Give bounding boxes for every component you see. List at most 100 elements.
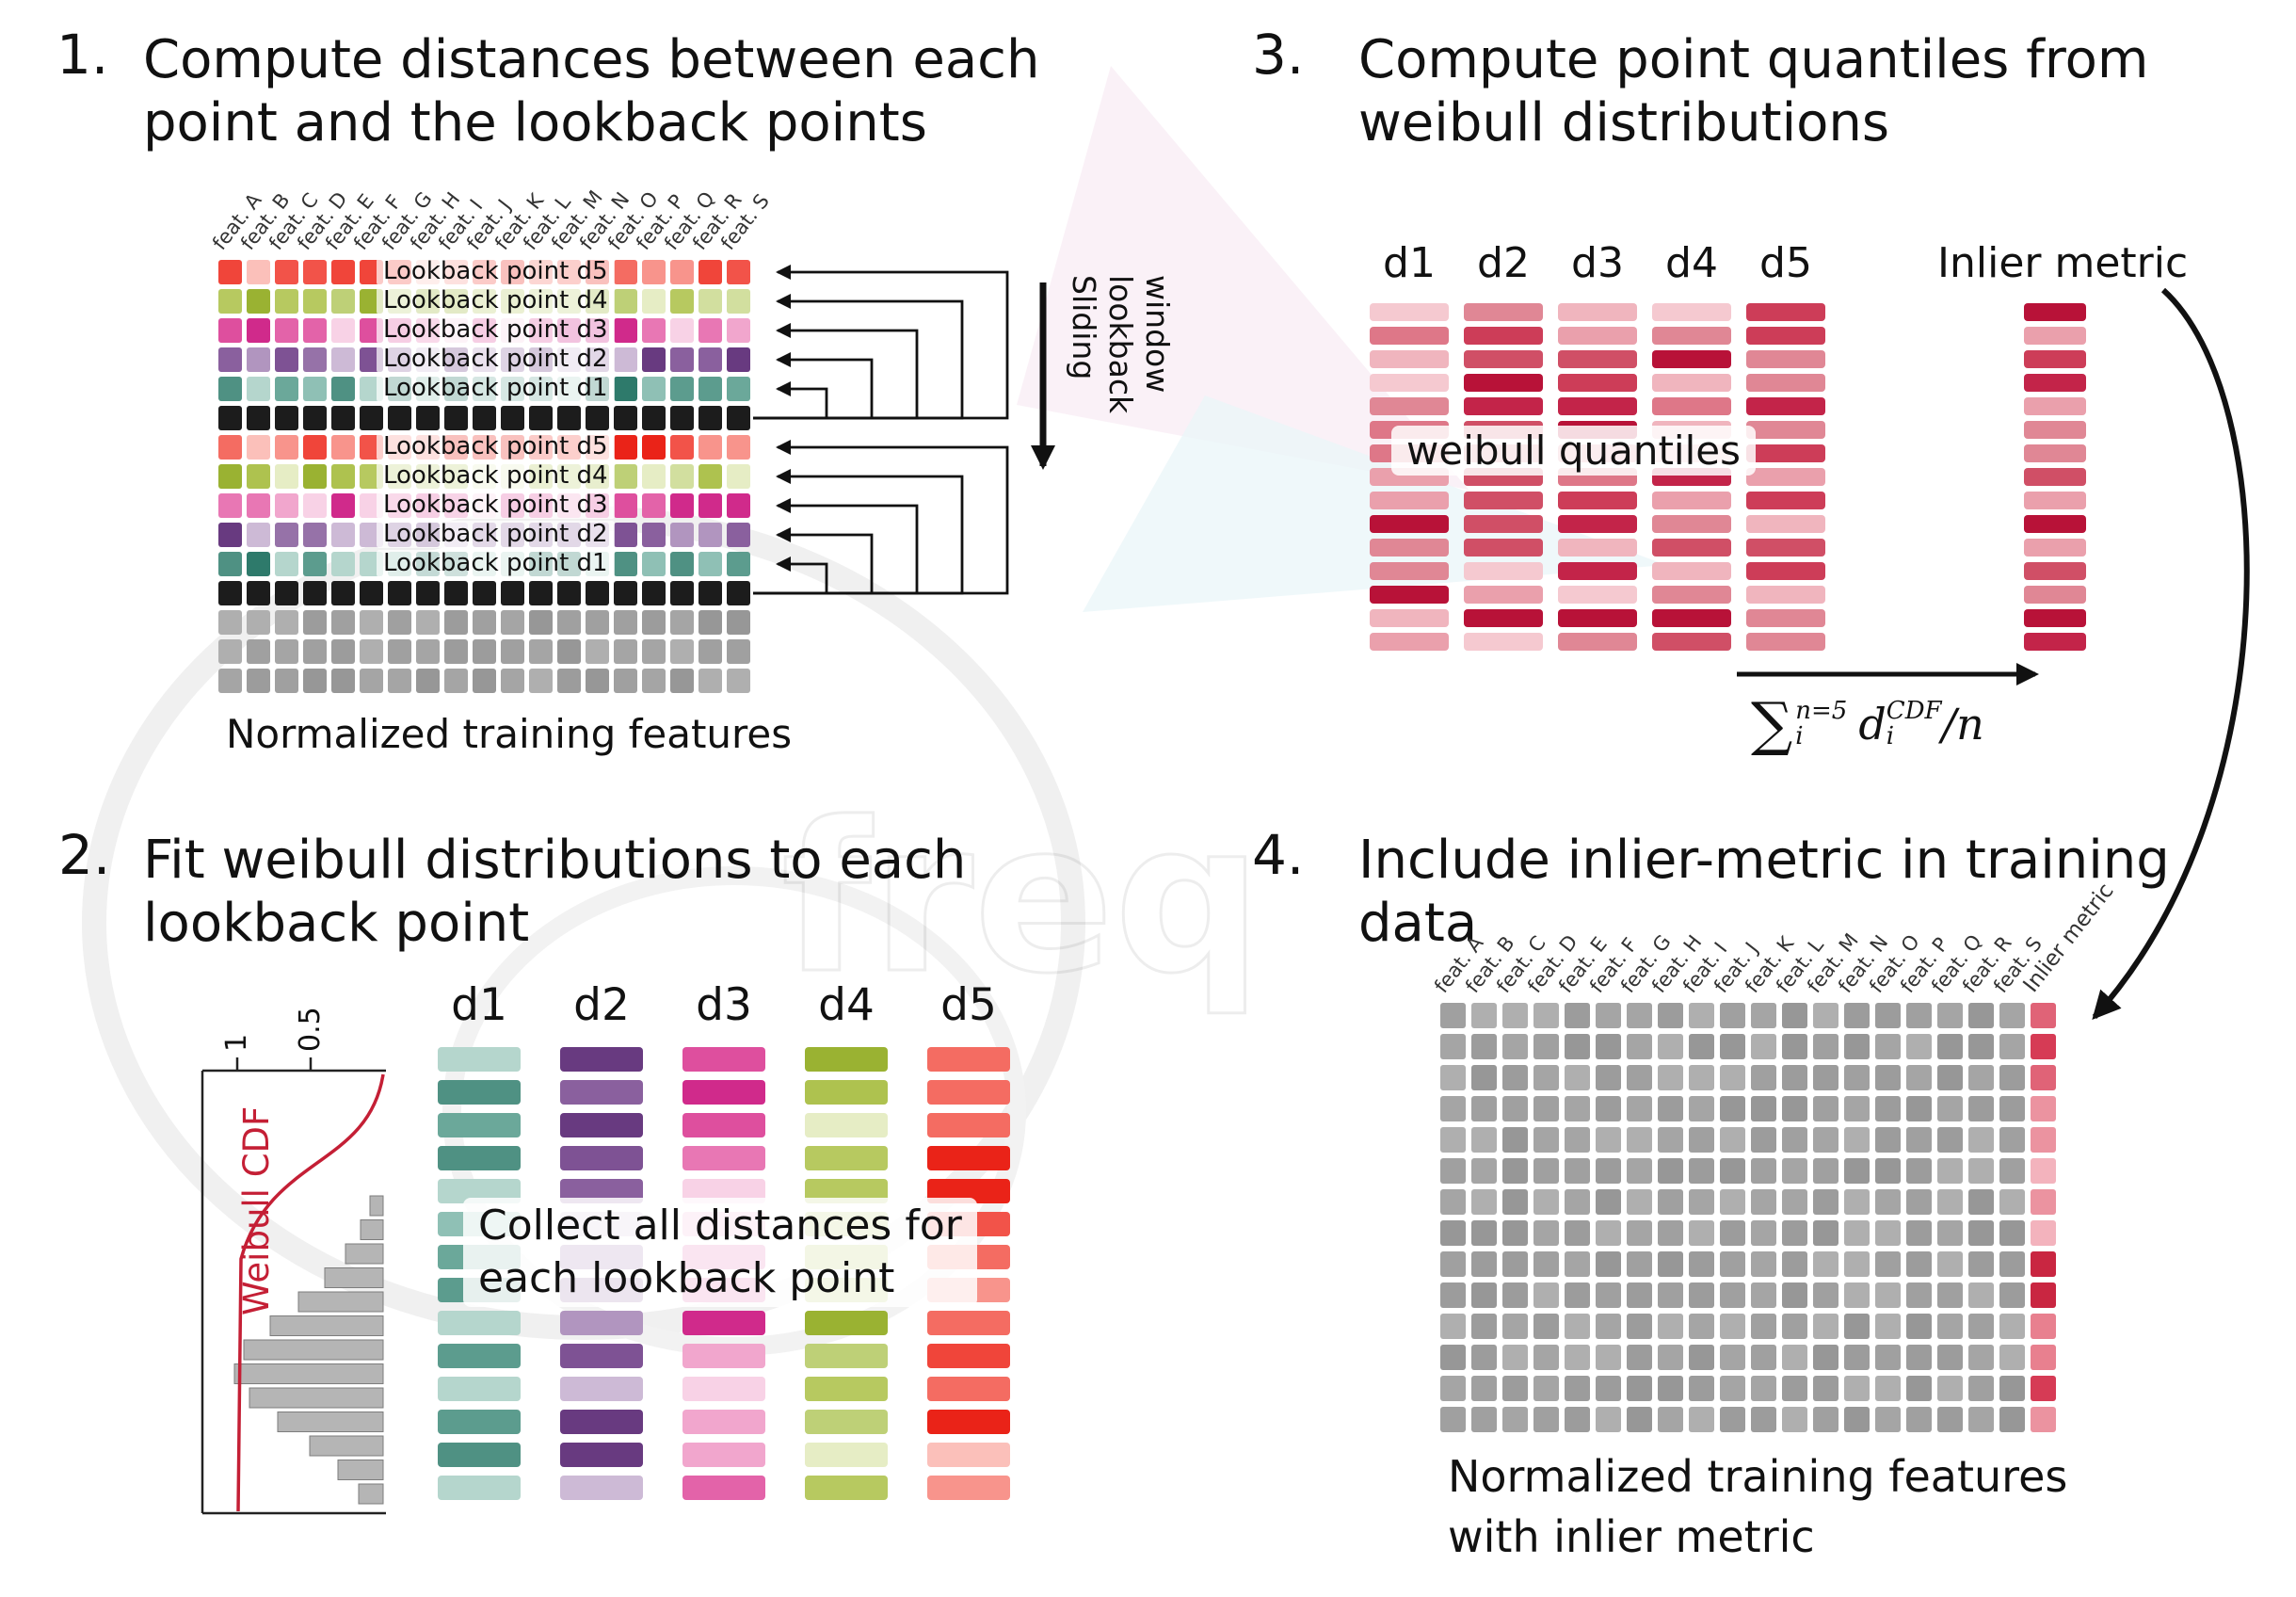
p4-training-grid — [1440, 1003, 2056, 1438]
grid-cell — [1906, 1003, 1932, 1028]
grid-cell — [247, 581, 270, 605]
distance-bar — [927, 1443, 1010, 1467]
grid-cell — [727, 406, 750, 430]
distance-bar — [805, 1476, 888, 1500]
grid-cell — [1937, 1345, 1963, 1370]
inlier-metric-bar — [2024, 539, 2086, 557]
grid-cell — [444, 581, 468, 605]
grid-cell — [670, 493, 694, 518]
grid-cell — [360, 639, 383, 664]
sum-limits: n=5 i — [1795, 698, 1847, 750]
grid-cell — [1937, 1251, 1963, 1277]
distance-bar — [805, 1047, 888, 1072]
grid-cell — [1937, 1189, 1963, 1215]
grid-cell — [1565, 1003, 1590, 1028]
distance-bar — [682, 1113, 765, 1137]
panel3-title: Compute point quantiles from weibull dis… — [1358, 28, 2148, 154]
distance-bar — [560, 1146, 643, 1170]
quantile-bar — [1370, 515, 1449, 533]
quantile-bar — [1746, 303, 1825, 321]
quantile-bar — [1464, 397, 1543, 415]
grid-cell — [247, 435, 270, 460]
grid-cell — [444, 610, 468, 635]
grid-cell — [1968, 1251, 1994, 1277]
grid-cell — [1999, 1220, 2025, 1246]
grid-cell — [473, 639, 496, 664]
quantile-bar-column — [1464, 303, 1543, 651]
grid-cell — [557, 610, 581, 635]
grid-cell — [1782, 1407, 1807, 1432]
grid-cell — [1937, 1407, 1963, 1432]
grid-cell — [1440, 1314, 1466, 1339]
quantile-bar — [1746, 397, 1825, 415]
grid-cell — [1596, 1345, 1621, 1370]
grid-cell — [416, 610, 440, 635]
grid-cell — [586, 406, 609, 430]
grid-row: Lookback point d4 — [218, 462, 750, 490]
grid-cell — [275, 289, 298, 314]
quantile-bar — [1370, 397, 1449, 415]
quantile-bar — [1652, 327, 1731, 345]
grid-cell — [1844, 1376, 1870, 1401]
grid-cell — [1720, 1158, 1745, 1184]
grid-row: Lookback point d2 — [218, 521, 750, 548]
grid-cell — [247, 289, 270, 314]
grid-cell — [670, 610, 694, 635]
grid-row — [1440, 1096, 2056, 1121]
quantile-bar — [1652, 539, 1731, 557]
grid-cell — [1533, 1003, 1559, 1028]
grid-cell — [614, 318, 637, 343]
grid-cell — [1782, 1003, 1807, 1028]
histogram-bar — [233, 1363, 384, 1384]
grid-cell — [1565, 1407, 1590, 1432]
grid-cell — [727, 581, 750, 605]
quantile-bar — [1464, 303, 1543, 321]
grid-cell — [416, 406, 440, 430]
grid-cell — [586, 610, 609, 635]
grid-cell — [1565, 1034, 1590, 1059]
distance-column-header: d4 — [818, 979, 875, 1031]
grid-cell — [614, 493, 637, 518]
sum-symbol: ∑ — [1751, 689, 1793, 758]
distance-bar — [560, 1311, 643, 1335]
quantile-bar-column — [1652, 303, 1731, 651]
quantile-bar — [1464, 327, 1543, 345]
grid-cell — [1596, 1282, 1621, 1308]
grid-cell — [247, 377, 270, 401]
grid-cell — [1658, 1220, 1683, 1246]
grid-cell — [1968, 1376, 1994, 1401]
grid-cell — [1658, 1282, 1683, 1308]
grid-cell — [473, 406, 496, 430]
grid-cell — [670, 581, 694, 605]
grid-cell — [2031, 1407, 2056, 1432]
grid-cell — [1440, 1003, 1466, 1028]
grid-row: Lookback point d5 — [218, 433, 750, 460]
panel4-title: Include inlier-metric in training data — [1358, 829, 2170, 955]
distance-bar — [682, 1311, 765, 1335]
grid-cell — [1596, 1189, 1621, 1215]
distance-bar — [682, 1080, 765, 1105]
grid-cell — [1720, 1282, 1745, 1308]
quantile-bar — [1370, 350, 1449, 368]
inlier-metric-bar — [2024, 421, 2086, 439]
grid-cell — [1533, 1158, 1559, 1184]
grid-cell — [303, 552, 327, 576]
grid-cell — [1596, 1314, 1621, 1339]
variable-subscript: i — [1886, 721, 1895, 750]
grid-cell — [642, 552, 666, 576]
grid-cell — [1844, 1189, 1870, 1215]
grid-cell — [586, 639, 609, 664]
grid-cell — [501, 406, 524, 430]
grid-cell — [1813, 1345, 1838, 1370]
grid-cell — [1906, 1096, 1932, 1121]
grid-cell — [303, 464, 327, 489]
quantile-bar — [1746, 539, 1825, 557]
grid-cell — [670, 260, 694, 284]
grid-cell — [1968, 1034, 1994, 1059]
formula-variable-scripts: CDF i — [1886, 698, 1942, 750]
grid-cell — [727, 289, 750, 314]
grid-cell — [1782, 1220, 1807, 1246]
grid-cell — [1720, 1220, 1745, 1246]
grid-cell — [501, 581, 524, 605]
grid-cell — [670, 639, 694, 664]
